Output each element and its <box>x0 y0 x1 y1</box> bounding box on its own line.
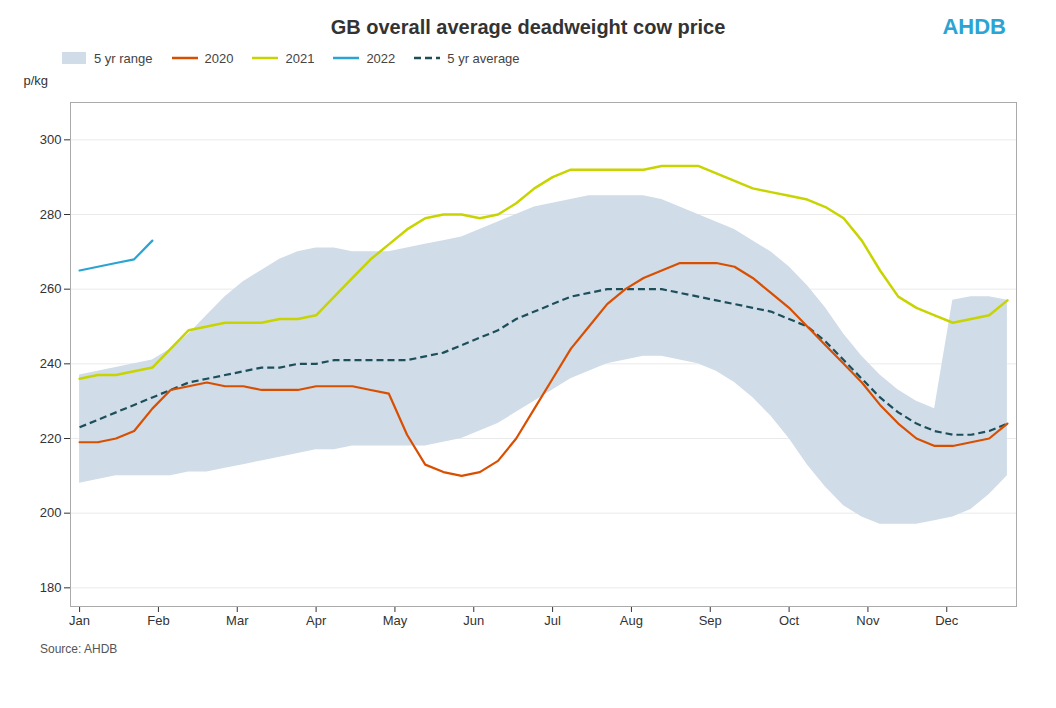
svg-text:p/kg: p/kg <box>24 73 49 88</box>
svg-text:Mar: Mar <box>226 613 249 628</box>
html-text:2022: 2022 <box>366 50 396 66</box>
html-text:2020: 2020 <box>204 50 234 66</box>
svg-text:Jul: Jul <box>544 613 561 628</box>
html-text:5 yr average: 5 yr average <box>447 50 520 66</box>
svg-text:Jun: Jun <box>463 613 484 628</box>
svg-text:Feb: Feb <box>147 613 169 628</box>
html-text:Source: AHDB: Source: AHDB <box>40 642 118 656</box>
html-text:5 yr range: 5 yr range <box>94 50 153 66</box>
svg-text:300: 300 <box>40 132 62 147</box>
svg-text:Apr: Apr <box>306 613 327 628</box>
svg-text:Aug: Aug <box>620 613 643 628</box>
html-text:GB overall average deadweight: GB overall average deadweight cow price <box>330 16 726 38</box>
svg-text:220: 220 <box>40 431 62 446</box>
svg-text:Nov: Nov <box>856 613 880 628</box>
svg-text:180: 180 <box>40 580 62 595</box>
html-text:AHDB: AHDB <box>942 14 1006 39</box>
svg-text:200: 200 <box>40 505 62 520</box>
svg-text:Dec: Dec <box>935 613 959 628</box>
svg-text:260: 260 <box>40 281 62 296</box>
svg-text:Oct: Oct <box>779 613 800 628</box>
svg-text:May: May <box>383 613 408 628</box>
svg-text:Jan: Jan <box>69 613 90 628</box>
svg-text:240: 240 <box>40 356 62 371</box>
html-text:2021: 2021 <box>285 50 315 66</box>
svg-text:Sep: Sep <box>699 613 722 628</box>
svg-text:280: 280 <box>40 207 62 222</box>
